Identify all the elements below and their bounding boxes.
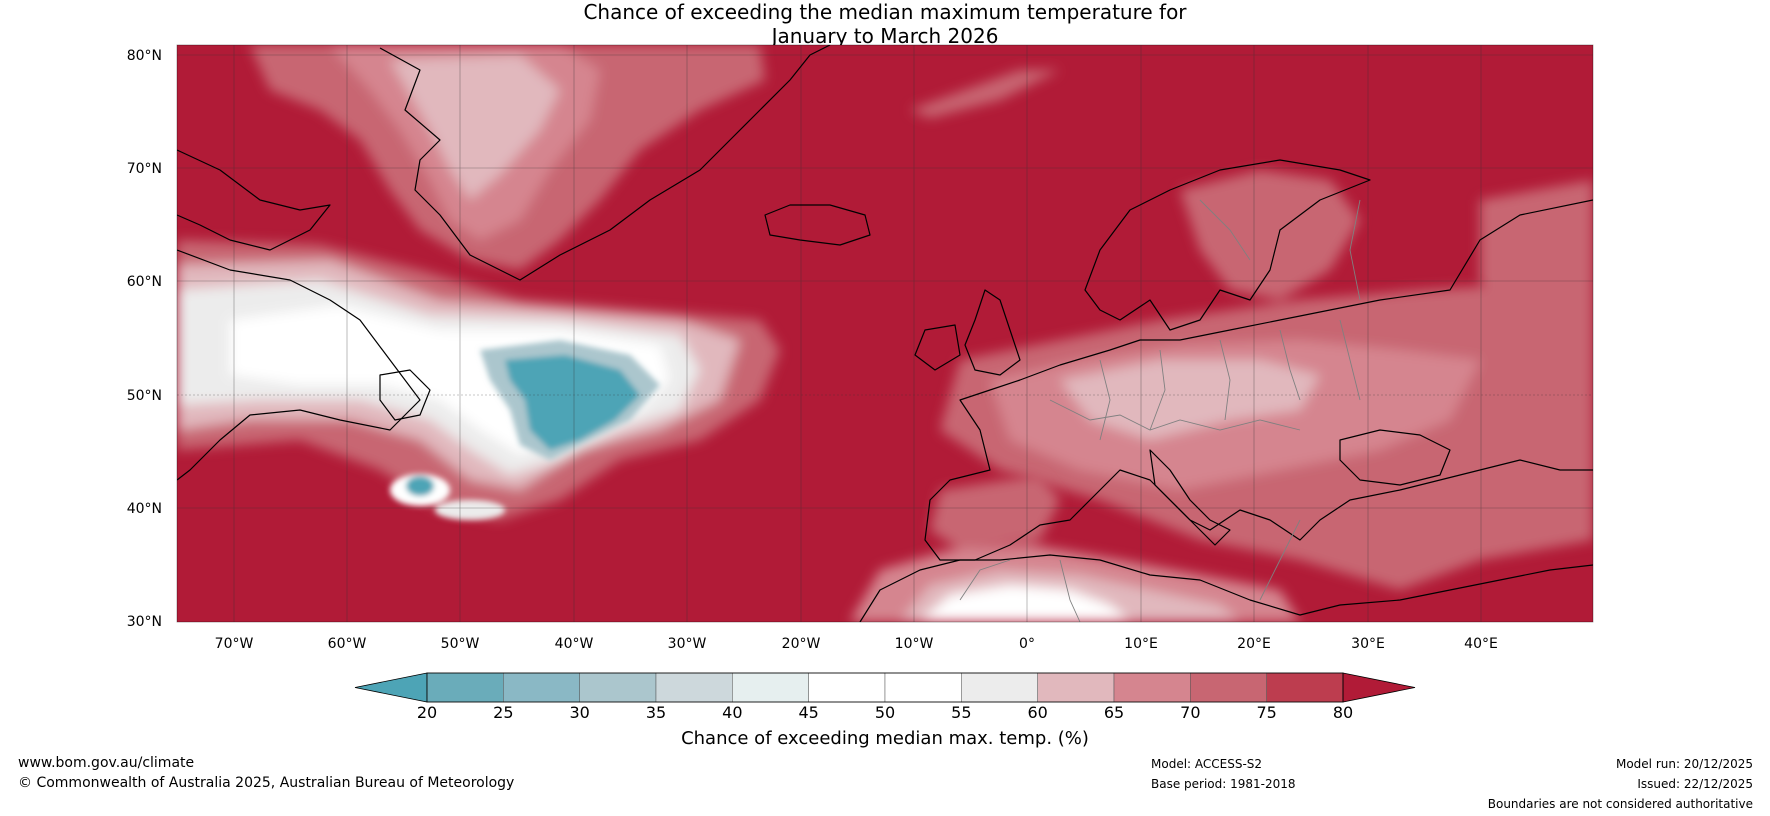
lon-label-30w: 30°W	[667, 636, 707, 652]
iceland-coast	[764, 204, 871, 246]
lon-label-20e: 20°E	[1237, 636, 1271, 652]
colorbar-swatch	[655, 672, 733, 703]
newfoundland-coast	[379, 369, 431, 421]
italy-coast	[1149, 449, 1231, 546]
lat-label-40n: 40°N	[126, 501, 162, 517]
lon-label-40e: 40°E	[1464, 636, 1498, 652]
scandinavia-coast	[1084, 159, 1371, 331]
colorbar-tick-label: 35	[645, 703, 667, 722]
labrador-coast	[177, 249, 421, 481]
colorbar-swatch	[961, 672, 1038, 703]
europe-mainland-coast	[924, 199, 1593, 561]
lat-label-50n: 50°N	[126, 388, 162, 404]
lat-label-80n: 80°N	[126, 48, 162, 64]
colorbar-arrow-high	[1342, 672, 1416, 703]
lat-label-30n: 30°N	[126, 614, 162, 630]
colorbar-swatch	[884, 672, 962, 703]
arctic-strip-shading	[910, 70, 1060, 118]
colorbar-swatch	[579, 672, 657, 703]
cool-anomaly-main	[505, 355, 640, 450]
mid-atlantic-white-patch	[435, 500, 505, 520]
east-europe-shading	[1480, 180, 1593, 330]
map-title-line2: January to March 2026	[771, 24, 999, 48]
footer-issued: Issued: 22/12/2025	[1637, 777, 1753, 791]
lon-label-50w: 50°W	[440, 636, 480, 652]
colorbar-tick-label: 20	[416, 703, 438, 722]
colorbar-swatch	[1190, 672, 1267, 703]
black-sea-coast	[1339, 429, 1451, 486]
colorbar-tick-label: 65	[1103, 703, 1125, 722]
map-title-line1: Chance of exceeding the median maximum t…	[583, 0, 1187, 24]
lon-label-30e: 30°E	[1351, 636, 1385, 652]
map-title: Chance of exceeding the median maximum t…	[0, 0, 1770, 48]
ireland-coast	[914, 324, 961, 371]
colorbar-swatch	[808, 672, 886, 703]
lat-label-60n: 60°N	[126, 274, 162, 290]
colorbar-swatch	[732, 672, 809, 703]
footer-disclaimer: Boundaries are not considered authoritat…	[1487, 797, 1753, 811]
lon-label-10w: 10°W	[894, 636, 934, 652]
map-frame	[176, 44, 1594, 623]
lon-label-70w: 70°W	[214, 636, 254, 652]
colorbar-swatch	[1037, 672, 1115, 703]
colorbar-swatch	[503, 672, 580, 703]
lon-label-20w: 20°W	[781, 636, 821, 652]
colorbar-swatch	[1113, 672, 1191, 703]
footer-base-period: Base period: 1981-2018	[1151, 777, 1296, 791]
colorbar-swatch	[426, 672, 504, 703]
colorbar-label: Chance of exceeding median max. temp. (%…	[681, 728, 1089, 749]
colorbar-tick-label: 70	[1180, 703, 1201, 722]
north-africa-coast	[859, 554, 1593, 622]
baffin-coast	[177, 149, 331, 251]
footer-model-run: Model run: 20/12/2025	[1615, 757, 1753, 771]
colorbar-tick-label: 45	[798, 703, 819, 722]
greenland-coast	[379, 45, 831, 281]
colorbar-outline	[426, 672, 1344, 703]
lon-label-10e: 10°E	[1124, 636, 1158, 652]
cool-anomaly-small	[406, 476, 434, 496]
lat-label-70n: 70°N	[126, 161, 162, 177]
colorbar-tick-label: 40	[722, 703, 743, 722]
north-africa-shading-white	[920, 585, 1130, 622]
colorbar-tick-label: 30	[569, 703, 590, 722]
colorbar-arrow-low	[354, 672, 428, 703]
coastlines	[177, 45, 1593, 622]
colorbar-tick-label: 50	[874, 703, 896, 722]
footer-copyright: © Commonwealth of Australia 2025, Austra…	[18, 775, 515, 791]
lon-label-40w: 40°W	[554, 636, 594, 652]
colorbar-tick-label: 75	[1256, 703, 1277, 722]
colorbar-tick-label: 55	[951, 703, 972, 722]
colorbar-swatch	[1266, 672, 1344, 703]
map-gridlines	[177, 45, 1593, 622]
colorbar-tick-label: 80	[1332, 703, 1354, 722]
scandinavia-shading	[1180, 170, 1360, 300]
iberia-shading	[930, 475, 1060, 550]
colorbar-tick-label: 60	[1027, 703, 1048, 722]
europe-shading-lighter	[1060, 360, 1320, 440]
colorbar-tick-label: 25	[493, 703, 514, 722]
lon-label-0: 0°	[1019, 636, 1035, 652]
country-borders	[959, 199, 1361, 622]
lon-label-60w: 60°W	[327, 636, 367, 652]
greenland-shading-lighter	[390, 55, 560, 200]
footer-model: Model: ACCESS-S2	[1151, 757, 1263, 771]
british-isles-coast	[964, 289, 1021, 376]
footer-url: www.bom.gov.au/climate	[18, 755, 195, 771]
